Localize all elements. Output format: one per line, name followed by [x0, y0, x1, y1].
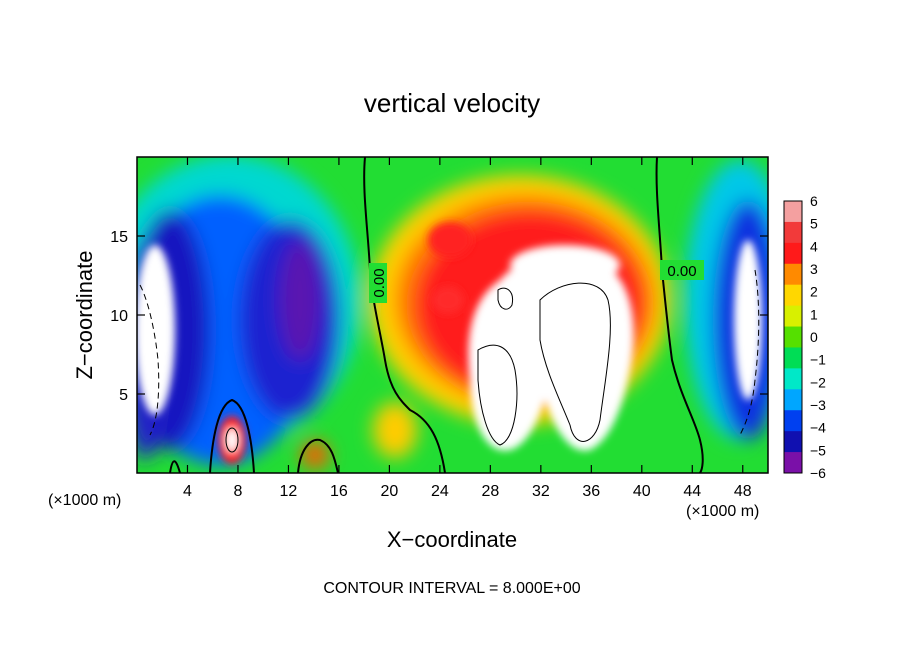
x-tick-label: 12: [280, 483, 298, 500]
colorbar-swatch: [784, 305, 802, 328]
colorbar-tick-label: 2: [810, 284, 818, 300]
surface-red-2: [432, 286, 464, 314]
colorbar-tick-label: 6: [810, 193, 818, 209]
thin-contours: [225, 282, 611, 453]
y-axis-label: Z−coordinate: [72, 250, 97, 379]
core-contour-left: [477, 344, 518, 446]
colorbar-tick-label: −2: [810, 374, 826, 390]
surface-white-1: [226, 428, 238, 452]
right-core-white: [734, 240, 762, 400]
zero-contour-surface-1: [209, 398, 255, 473]
colorbar-tick-label: −4: [810, 420, 826, 436]
colorbar-tick-label: 5: [810, 216, 818, 232]
x-tick-label: 44: [683, 483, 701, 500]
x-unit-left: (×1000 m): [48, 492, 121, 509]
updraft-core-white: [468, 255, 634, 451]
x-tick-label: 24: [431, 483, 449, 500]
surface-orange-2: [301, 441, 329, 469]
colorbar-swatch: [784, 389, 802, 411]
colorbar-swatch: [784, 263, 802, 286]
left-core-white: [137, 245, 175, 415]
colorbar-tick-label: 1: [810, 306, 818, 322]
footer-text: CONTOUR INTERVAL = 8.000E+00: [323, 580, 580, 597]
dashed-contours: [139, 269, 760, 436]
colorbar-swatch: [784, 410, 802, 432]
colorbar-swatch: [784, 284, 802, 307]
zero-contour-surface-3: [169, 460, 181, 473]
x-tick-label: 28: [481, 483, 499, 500]
colorbar-swatch: [784, 201, 802, 223]
colorbar-swatch: [784, 431, 802, 453]
zero-contour-left: [363, 157, 446, 473]
contour-label-left-text: 0.00: [371, 268, 388, 297]
core-contour-small: [497, 287, 514, 310]
x-tick-label: 32: [532, 483, 550, 500]
colorbar-swatch: [784, 452, 802, 474]
dashed-contour-left: [139, 284, 160, 436]
colorbar-swatch: [784, 368, 802, 390]
velocity-field: [137, 157, 768, 473]
colorbar-tick-label: −3: [810, 397, 826, 413]
colorbar-swatch: [784, 347, 802, 369]
colorbar-swatch: [784, 221, 802, 244]
contour-lines: [169, 157, 704, 473]
colorbar-tick-label: 4: [810, 238, 818, 254]
contour-label-left: 0.00: [369, 263, 388, 303]
colorbar-swatch: [784, 242, 802, 265]
x-tick-label: 16: [330, 483, 348, 500]
contour-label-right: 0.00: [660, 260, 704, 280]
colorbar-tick-label: −5: [810, 442, 826, 458]
colorbar-tick-label: −1: [810, 352, 826, 368]
dashed-contour-right: [739, 269, 760, 436]
colorbar-tick-label: 3: [810, 261, 818, 277]
surface-yellow-1: [373, 402, 417, 458]
y-tick-label: 5: [119, 387, 128, 404]
chart-title: vertical velocity: [364, 88, 540, 118]
surface-core-contour: [225, 427, 239, 453]
x-tick-label: 40: [633, 483, 651, 500]
x-tick-label: 48: [734, 483, 752, 500]
x-unit-right: (×1000 m): [686, 503, 759, 520]
colorbar-swatch: [784, 326, 802, 348]
colorbar: 6 5 4 3 2 1 0 −1 −2 −3 −4 −5 −6: [783, 193, 826, 481]
y-tick-label: 15: [110, 229, 128, 246]
purple-band: [280, 240, 320, 360]
updraft-core-white-top: [510, 245, 620, 285]
upper-red-blob: [428, 222, 472, 258]
colorbar-tick-label: −6: [810, 465, 826, 481]
core-contour-right: [539, 282, 611, 442]
zero-contour-right: [655, 157, 704, 473]
x-tick-label: 8: [234, 483, 243, 500]
colorbar-frame: [783, 200, 803, 474]
x-tick-label: 20: [381, 483, 399, 500]
y-axis-ticks: 5 10 15: [110, 229, 768, 404]
x-tick-label: 4: [183, 483, 192, 500]
x-axis-label: X−coordinate: [387, 527, 517, 552]
y-tick-label: 10: [110, 308, 128, 325]
contour-label-right-text: 0.00: [667, 263, 696, 280]
x-tick-label: 36: [582, 483, 600, 500]
zero-contour-surface-2: [297, 438, 339, 473]
colorbar-tick-label: 0: [810, 329, 818, 345]
x-axis-ticks: 4 8 12 16 20 24 28 32 36 40 44 48: [183, 157, 752, 500]
